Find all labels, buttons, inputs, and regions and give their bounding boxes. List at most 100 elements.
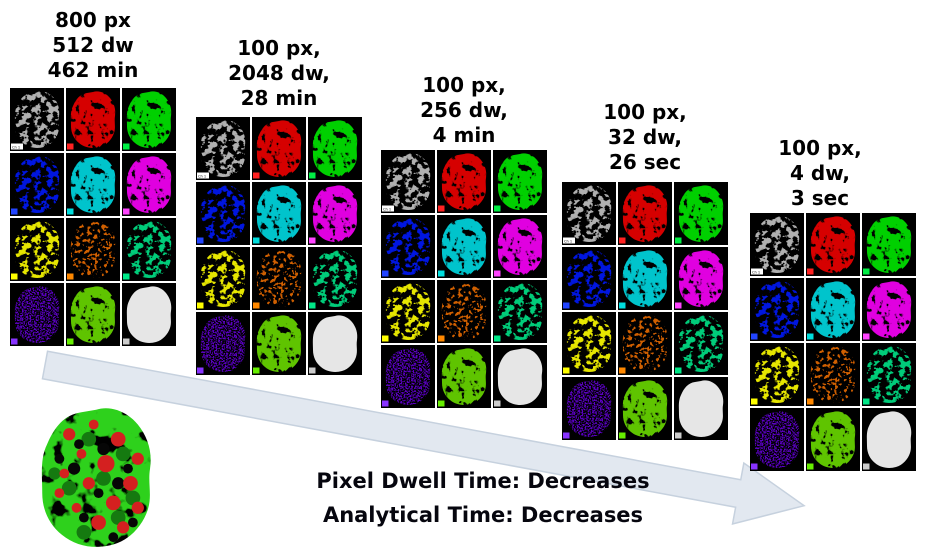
map-panel-orange — [806, 343, 860, 406]
panel-chip — [751, 463, 758, 470]
panel-chip — [438, 400, 445, 407]
map-panel-bse-gray: Ch 1 — [196, 117, 250, 180]
map-panel-orange — [252, 247, 306, 310]
panel-chip — [863, 268, 870, 275]
map-panel-green — [862, 213, 916, 276]
map-panel-green — [674, 182, 728, 245]
caption: Pixel Dwell Time: Decreases Analytical T… — [233, 464, 733, 532]
panel-chip — [863, 463, 870, 470]
panel-chip — [123, 338, 130, 345]
map-panel-magenta — [308, 182, 362, 245]
map-panel-lime — [252, 312, 306, 375]
map-panel-yellow — [562, 312, 616, 375]
panel-chip — [123, 143, 130, 150]
condition-label-5: 100 px, 4 dw, 3 sec — [737, 136, 903, 211]
map-panel-spring-green — [308, 247, 362, 310]
map-panel-lime — [437, 345, 491, 408]
map-panel-blue — [10, 153, 64, 216]
map-panel-cyan — [66, 153, 120, 216]
panel-chip — [675, 367, 682, 374]
map-panel-cyan — [806, 278, 860, 341]
map-panel-blue — [750, 278, 804, 341]
composite-phase-map — [41, 408, 151, 547]
condition-group-3: 100 px, 256 dw, 4 min Ch 1 — [381, 73, 547, 408]
map-panel-orange — [66, 218, 120, 281]
panel-chip-label: Ch 1 — [752, 270, 760, 274]
panel-chip-label: Ch 1 — [198, 174, 206, 178]
panel-chip-label: Ch 1 — [383, 207, 391, 211]
panel-chip — [675, 302, 682, 309]
map-grid-2: Ch 1 — [196, 117, 362, 375]
panel-chip — [863, 333, 870, 340]
panel-chip — [751, 268, 763, 275]
map-panel-cyan — [618, 247, 672, 310]
map-panel-magenta — [493, 215, 547, 278]
label-dwell: 32 dw, — [608, 125, 682, 149]
label-pixels: 100 px, — [237, 36, 321, 60]
panel-chip — [494, 270, 501, 277]
condition-group-4: 100 px, 32 dw, 26 sec Ch 1 — [562, 100, 728, 440]
label-dwell: 4 dw, — [790, 161, 850, 185]
label-time: 26 sec — [608, 150, 682, 174]
map-panel-cyan — [252, 182, 306, 245]
panel-chip — [675, 432, 682, 439]
panel-chip — [382, 205, 394, 212]
map-panel-purple — [196, 312, 250, 375]
panel-chip — [67, 143, 74, 150]
condition-group-5: 100 px, 4 dw, 3 sec Ch 1 — [750, 136, 916, 471]
map-panel-yellow — [196, 247, 250, 310]
panel-chip — [309, 302, 316, 309]
map-panel-yellow — [10, 218, 64, 281]
map-panel-cyan — [437, 215, 491, 278]
map-panel-lime — [806, 408, 860, 471]
map-panel-red — [437, 150, 491, 213]
panel-chip — [309, 172, 316, 179]
panel-chip — [563, 237, 575, 244]
label-pixels: 800 px — [55, 8, 131, 32]
map-panel-spring-green — [862, 343, 916, 406]
panel-chip — [863, 398, 870, 405]
map-panel-spring-green — [493, 280, 547, 343]
panel-chip — [197, 302, 204, 309]
panel-chip — [438, 270, 445, 277]
map-panel-white — [493, 345, 547, 408]
map-panel-spring-green — [674, 312, 728, 375]
panel-chip — [11, 208, 18, 215]
map-panel-white — [308, 312, 362, 375]
panel-chip — [807, 463, 814, 470]
panel-chip — [11, 338, 18, 345]
panel-chip — [309, 237, 316, 244]
condition-label-3: 100 px, 256 dw, 4 min — [381, 73, 547, 148]
map-panel-red — [618, 182, 672, 245]
label-time: 4 min — [432, 123, 496, 147]
panel-chip — [438, 205, 445, 212]
panel-chip — [619, 432, 626, 439]
map-panel-bse-gray: Ch 1 — [10, 88, 64, 151]
label-dwell: 2048 dw, — [228, 61, 330, 85]
panel-chip — [382, 335, 389, 342]
panel-chip — [382, 400, 389, 407]
map-panel-white — [862, 408, 916, 471]
map-panel-green — [122, 88, 176, 151]
map-panel-magenta — [674, 247, 728, 310]
map-panel-magenta — [122, 153, 176, 216]
map-panel-bse-gray: Ch 1 — [381, 150, 435, 213]
panel-chip — [67, 208, 74, 215]
panel-chip — [67, 273, 74, 280]
label-dwell: 256 dw, — [420, 98, 508, 122]
map-grid-3: Ch 1 — [381, 150, 547, 408]
label-pixels: 100 px, — [603, 100, 687, 124]
panel-chip — [563, 367, 570, 374]
panel-chip — [563, 432, 570, 439]
map-panel-lime — [66, 283, 120, 346]
caption-analytical-time: Analytical Time: Decreases — [322, 503, 644, 527]
map-grid-5: Ch 1 — [750, 213, 916, 471]
panel-chip — [197, 237, 204, 244]
panel-chip — [253, 367, 260, 374]
map-panel-bse-gray: Ch 1 — [750, 213, 804, 276]
panel-chip — [494, 205, 501, 212]
panel-chip-label: Ch 1 — [12, 145, 20, 149]
map-panel-purple — [381, 345, 435, 408]
panel-chip — [197, 367, 204, 374]
panel-chip — [619, 367, 626, 374]
